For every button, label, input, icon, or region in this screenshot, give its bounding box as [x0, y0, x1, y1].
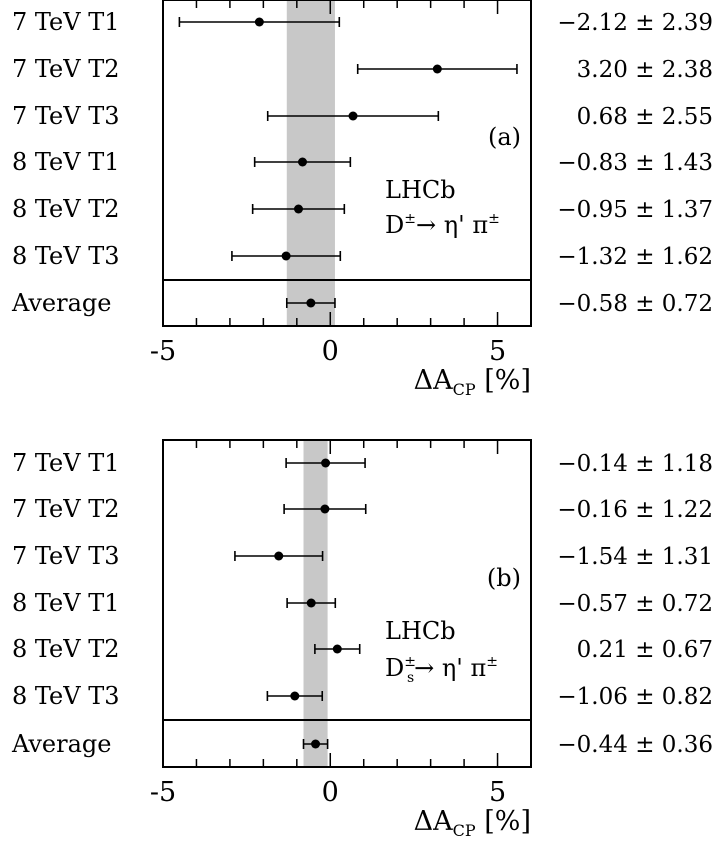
data-point — [306, 598, 316, 608]
data-point — [290, 691, 300, 701]
average-band — [286, 0, 335, 326]
data-point — [311, 739, 321, 749]
data-point — [281, 251, 291, 261]
row-label: 8 TeV T2 — [12, 195, 119, 223]
x-axis-label-unit: [%] — [476, 806, 531, 837]
row-value: −0.14 ± 1.18 — [557, 451, 713, 477]
row-label: 8 TeV T2 — [12, 635, 119, 663]
data-point — [274, 551, 284, 561]
row-value: −2.12 ± 2.39 — [557, 10, 713, 36]
decay-charge: ± — [404, 654, 416, 670]
x-tick-label: 0 — [322, 777, 339, 808]
panel-label: (b) — [487, 564, 521, 592]
x-axis-label-main: ΔA — [414, 806, 453, 837]
x-tick-label: 5 — [489, 336, 506, 367]
x-axis-label-sub: CP — [453, 821, 476, 840]
data-point — [332, 644, 342, 654]
row-value: −0.57 ± 0.72 — [557, 591, 713, 617]
data-point — [321, 458, 331, 468]
row-label: 8 TeV T3 — [12, 682, 119, 710]
row-label: 7 TeV T3 — [12, 102, 119, 130]
row-value: −1.06 ± 0.82 — [557, 684, 713, 710]
x-axis-label-main: ΔA — [414, 365, 453, 396]
row-label: Average — [11, 289, 111, 317]
row-value: −0.16 ± 1.22 — [557, 497, 713, 523]
row-value: −1.32 ± 1.62 — [557, 244, 713, 270]
row-label: 7 TeV T1 — [12, 449, 119, 477]
x-axis-label-unit: [%] — [476, 365, 531, 396]
decay-charge: ± — [404, 211, 416, 227]
plot-frame — [162, 439, 532, 768]
decay-label: D± s→ η' π± — [385, 654, 498, 686]
row-label: Average — [11, 730, 111, 758]
row-label: 8 TeV T1 — [12, 589, 119, 617]
decay-subscript: s — [407, 670, 414, 686]
panel-label: (a) — [488, 123, 521, 151]
experiment-label: LHCb — [385, 176, 456, 204]
decay-products: → η' π — [414, 654, 486, 682]
row-value: −0.44 ± 0.36 — [557, 732, 713, 758]
data-point — [298, 157, 308, 167]
x-axis-label: ΔACP [%] — [414, 806, 531, 840]
row-label: 7 TeV T1 — [12, 8, 119, 36]
row-value: −0.58 ± 0.72 — [557, 291, 713, 317]
x-axis-label: ΔACP [%] — [414, 365, 531, 399]
experiment-label: LHCb — [385, 617, 456, 645]
row-value: −1.54 ± 1.31 — [557, 544, 713, 570]
row-label: 7 TeV T3 — [12, 542, 119, 570]
decay-label: D±→ η' π± — [385, 211, 500, 239]
decay-products: → η' π — [416, 211, 488, 239]
data-point — [432, 64, 442, 74]
row-value: 0.21 ± 0.67 — [577, 637, 713, 663]
x-tick-label: -5 — [150, 336, 176, 367]
decay-products-charge: ± — [486, 654, 498, 670]
decay-particle: D — [385, 654, 404, 682]
data-point — [254, 17, 264, 27]
x-tick-label: 0 — [322, 336, 339, 367]
x-tick-label: -5 — [150, 777, 176, 808]
decay-particle: D — [385, 211, 404, 239]
row-value: −0.95 ± 1.37 — [557, 197, 713, 223]
x-tick-label: 5 — [489, 777, 506, 808]
decay-products-charge: ± — [488, 211, 500, 227]
row-value: 3.20 ± 2.38 — [577, 57, 713, 83]
row-value: 0.68 ± 2.55 — [577, 104, 713, 130]
row-value: −0.83 ± 1.43 — [557, 150, 713, 176]
data-point — [348, 111, 358, 121]
row-label: 8 TeV T3 — [12, 242, 119, 270]
row-label: 7 TeV T2 — [12, 55, 119, 83]
x-axis-label-sub: CP — [453, 380, 476, 399]
row-label: 7 TeV T2 — [12, 495, 119, 523]
data-point — [293, 204, 303, 214]
plot-frame — [162, 0, 532, 327]
data-point — [320, 504, 330, 514]
data-point — [306, 298, 316, 308]
row-label: 8 TeV T1 — [12, 148, 119, 176]
